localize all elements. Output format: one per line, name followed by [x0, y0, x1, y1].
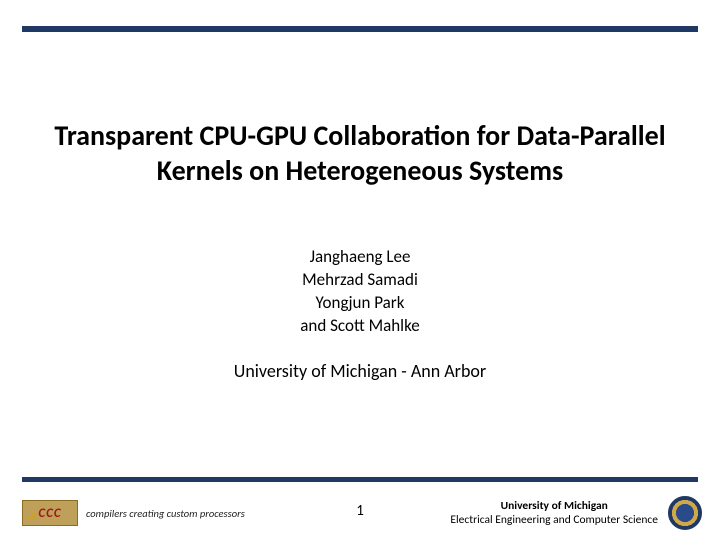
- page-number: 1: [356, 502, 364, 520]
- author-4: and Scott Mahlke: [0, 315, 720, 338]
- author-2: Mehrzad Samadi: [0, 269, 720, 292]
- top-accent-bar: [22, 26, 698, 32]
- ccc-logo: CCC ☭ compilers creating custom processo…: [22, 500, 245, 526]
- author-1: Janghaeng Lee: [0, 246, 720, 269]
- footer: CCC ☭ compilers creating custom processo…: [0, 482, 720, 540]
- footer-org-line2: Electrical Engineering and Computer Scie…: [450, 514, 658, 528]
- university-seal-icon: [668, 496, 702, 530]
- ccc-logo-subtext: compilers creating custom processors: [86, 507, 245, 520]
- author-list: Janghaeng Lee Mehrzad Samadi Yongjun Par…: [0, 246, 720, 338]
- affiliation: University of Michigan - Ann Arbor: [0, 360, 720, 382]
- hammer-sickle-icon: ☭: [26, 510, 36, 523]
- ccc-logo-text: CCC: [38, 506, 61, 521]
- author-3: Yongjun Park: [0, 292, 720, 315]
- slide-title: Transparent CPU-GPU Collaboration for Da…: [20, 118, 700, 188]
- ccc-logo-mark: CCC ☭: [22, 500, 78, 526]
- footer-org-line1: University of Michigan: [450, 500, 658, 514]
- footer-org: University of Michigan Electrical Engine…: [450, 500, 658, 528]
